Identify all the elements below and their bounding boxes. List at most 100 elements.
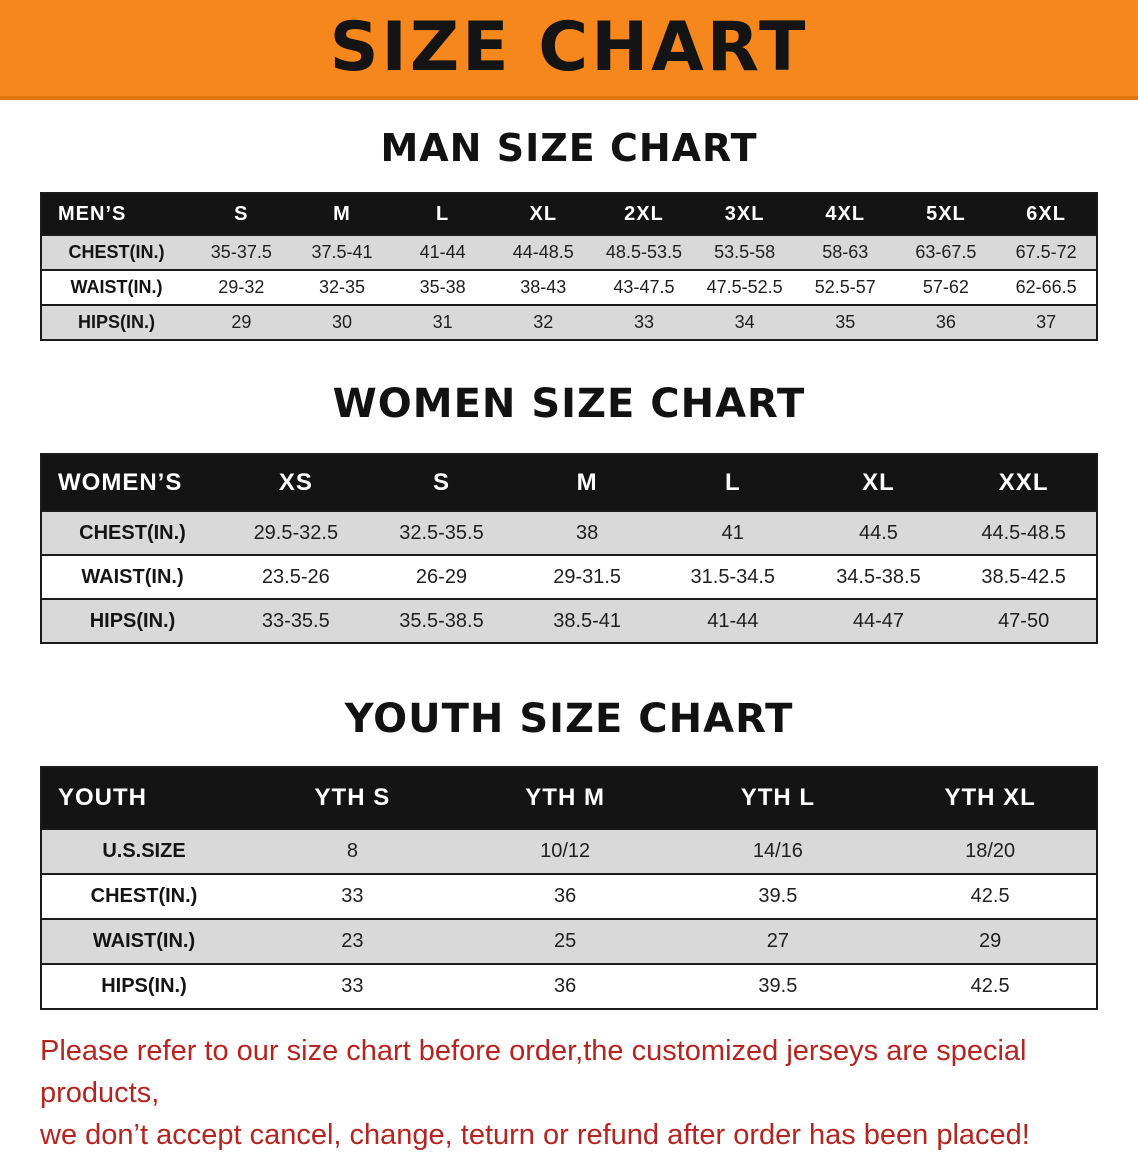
- women-size-table: WOMEN’S XS S M L XL XXL CHEST(IN.) 29.5-32.5 32.5…: [40, 453, 1098, 644]
- size-value-cell: 32.5-35.5: [399, 521, 484, 544]
- row-label: WAIST(IN.): [92, 930, 196, 952]
- size-value-cell: 10/12: [540, 840, 591, 862]
- column-header: XL: [862, 468, 895, 496]
- size-value-cell: 38.5-41: [553, 609, 622, 632]
- row-label: HIPS(IN.): [101, 975, 187, 997]
- size-value-cell: 34: [734, 312, 755, 332]
- column-header: M: [333, 202, 351, 225]
- size-value-cell: 27: [766, 930, 789, 952]
- column-header: XS: [278, 468, 313, 496]
- size-value-cell: 31.5-34.5: [690, 565, 776, 588]
- table-corner-label: WOMEN’S: [58, 468, 183, 496]
- column-header: S: [432, 468, 450, 496]
- size-value-cell: 42.5: [970, 975, 1010, 997]
- disclaimer-line-2: we don’t accept cancel, change, teturn o…: [40, 1119, 1030, 1152]
- column-header: YTH S: [314, 784, 391, 811]
- size-value-cell: 37: [1036, 312, 1057, 332]
- size-value-cell: 39.5: [758, 975, 798, 997]
- men-size-table: MEN’S S M L XL 2XL 3XL 4XL 5XL 6XL CHEST(IN.) 35-37…: [40, 192, 1098, 341]
- size-value-cell: 41-44: [707, 609, 759, 632]
- column-header: YTH M: [525, 784, 605, 811]
- size-value-cell: 33: [633, 312, 654, 332]
- size-value-cell: 67.5-72: [1015, 242, 1077, 262]
- size-value-cell: 29-32: [218, 277, 265, 297]
- size-value-cell: 23.5-26: [261, 565, 330, 588]
- disclaimer-line-1: Please refer to our size chart before or…: [40, 1035, 1027, 1110]
- page-title: SIZE CHART: [329, 8, 809, 87]
- size-value-cell: 35.5-38.5: [399, 609, 484, 632]
- row-label: CHEST(IN.): [68, 242, 165, 262]
- disclaimer-note: Please refer to our size chart before or…: [0, 1030, 1138, 1156]
- size-value-cell: 39.5: [758, 885, 798, 907]
- size-value-cell: 38-43: [520, 277, 567, 297]
- table-row: WAIST(IN.) 23.5-26 26-29 29-31.5 31.5-34.5 34…: [41, 555, 1097, 599]
- size-value-cell: 35-37.5: [210, 242, 272, 262]
- size-value-cell: 34.5-38.5: [836, 565, 921, 588]
- size-value-cell: 30: [331, 312, 352, 332]
- size-value-cell: 23: [341, 930, 364, 952]
- youth-size-chart-section: YOUTH SIZE CHART YOUTH YTH S YTH M YTH L YTH…: [0, 696, 1138, 1010]
- table-header-row: YOUTH YTH S YTH M YTH L YTH XL: [41, 767, 1097, 829]
- size-value-cell: 48.5-53.5: [605, 242, 682, 262]
- men-section-heading: MAN SIZE CHART: [380, 126, 758, 170]
- size-value-cell: 57-62: [922, 277, 969, 297]
- table-header-row: WOMEN’S XS S M L XL XXL: [41, 454, 1097, 511]
- size-value-cell: 63-67.5: [915, 242, 977, 262]
- table-row: HIPS(IN.) 33 36 39.5 42.5: [41, 964, 1097, 1009]
- youth-section-heading: YOUTH SIZE CHART: [344, 696, 794, 742]
- size-value-cell: 29: [231, 312, 252, 332]
- row-label: WAIST(IN.): [70, 277, 163, 297]
- size-value-cell: 47.5-52.5: [706, 277, 783, 297]
- table-row: U.S.SIZE 8 10/12 14/16 18/20: [41, 829, 1097, 874]
- table-row: HIPS(IN.) 33-35.5 35.5-38.5 38.5-41 41-44 44-…: [41, 599, 1097, 643]
- size-value-cell: 32-35: [318, 277, 365, 297]
- size-value-cell: 26-29: [415, 565, 468, 588]
- column-header: M: [576, 468, 598, 496]
- table-header-row: MEN’S S M L XL 2XL 3XL 4XL 5XL 6XL: [41, 193, 1097, 235]
- size-value-cell: 29-31.5: [553, 565, 622, 588]
- size-value-cell: 36: [554, 885, 577, 907]
- size-value-cell: 43-47.5: [613, 277, 675, 297]
- size-value-cell: 44.5-48.5: [981, 521, 1066, 544]
- column-header: XXL: [998, 468, 1049, 496]
- size-value-cell: 33-35.5: [261, 609, 330, 632]
- table-row: CHEST(IN.) 35-37.5 37.5-41 41-44 44-48.5 48.5…: [41, 235, 1097, 270]
- size-value-cell: 29.5-32.5: [253, 521, 339, 544]
- column-header: YTH L: [740, 784, 816, 811]
- table-row: WAIST(IN.) 23 25 27 29: [41, 919, 1097, 964]
- size-value-cell: 47-50: [998, 609, 1050, 632]
- size-value-cell: 52.5-57: [814, 277, 876, 297]
- banner: SIZE CHART: [0, 0, 1138, 100]
- men-size-chart-section: MAN SIZE CHART MEN’S S M L XL 2XL 3XL 4XL 5XL 6XL…: [0, 126, 1138, 341]
- column-header: XL: [529, 202, 558, 225]
- column-header: L: [436, 202, 450, 225]
- table-corner-label: YOUTH: [58, 784, 147, 811]
- size-value-cell: 32: [533, 312, 554, 332]
- size-value-cell: 14/16: [752, 840, 803, 862]
- size-value-cell: 36: [935, 312, 956, 332]
- column-header: 2XL: [624, 202, 664, 225]
- size-value-cell: 41-44: [419, 242, 466, 262]
- row-label: HIPS(IN.): [89, 609, 176, 632]
- column-header: YTH XL: [944, 784, 1036, 811]
- size-value-cell: 36: [554, 975, 577, 997]
- column-header: 4XL: [825, 202, 866, 225]
- size-value-cell: 62-66.5: [1015, 277, 1077, 297]
- size-value-cell: 41: [721, 521, 744, 544]
- size-value-cell: 44-47: [852, 609, 905, 632]
- size-value-cell: 58-63: [822, 242, 869, 262]
- table-row: CHEST(IN.) 33 36 39.5 42.5: [41, 874, 1097, 919]
- size-value-cell: 38: [576, 521, 599, 544]
- size-value-cell: 25: [554, 930, 577, 952]
- women-size-chart-section: WOMEN SIZE CHART WOMEN’S XS S M L XL XXL CHEST(…: [0, 381, 1138, 644]
- column-header: L: [724, 468, 741, 496]
- size-value-cell: 42.5: [970, 885, 1010, 907]
- size-value-cell: 44-48.5: [512, 242, 574, 262]
- size-value-cell: 31: [432, 312, 453, 332]
- size-value-cell: 37.5-41: [311, 242, 373, 262]
- column-header: 3XL: [724, 202, 765, 225]
- table-row: CHEST(IN.) 29.5-32.5 32.5-35.5 38 41 44.5 44.5…: [41, 511, 1097, 555]
- row-label: WAIST(IN.): [81, 565, 184, 588]
- row-label: HIPS(IN.): [77, 312, 155, 332]
